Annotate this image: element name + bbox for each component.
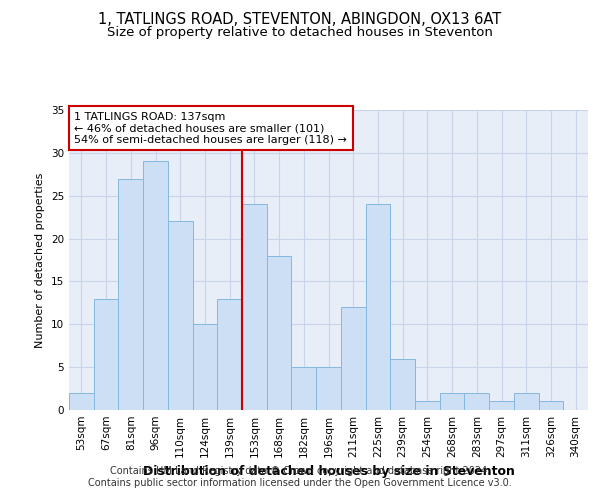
Bar — [292, 367, 316, 410]
Bar — [365, 204, 390, 410]
Bar — [267, 256, 292, 410]
X-axis label: Distribution of detached houses by size in Steventon: Distribution of detached houses by size … — [143, 466, 514, 478]
Bar — [464, 393, 489, 410]
Text: Size of property relative to detached houses in Steventon: Size of property relative to detached ho… — [107, 26, 493, 39]
Text: 1 TATLINGS ROAD: 137sqm
← 46% of detached houses are smaller (101)
54% of semi-d: 1 TATLINGS ROAD: 137sqm ← 46% of detache… — [74, 112, 347, 144]
Bar — [69, 393, 94, 410]
Bar — [168, 222, 193, 410]
Bar — [489, 402, 514, 410]
Bar — [217, 298, 242, 410]
Bar — [539, 402, 563, 410]
Bar — [316, 367, 341, 410]
Y-axis label: Number of detached properties: Number of detached properties — [35, 172, 46, 348]
Bar — [94, 298, 118, 410]
Bar — [390, 358, 415, 410]
Bar — [193, 324, 217, 410]
Text: 1, TATLINGS ROAD, STEVENTON, ABINGDON, OX13 6AT: 1, TATLINGS ROAD, STEVENTON, ABINGDON, O… — [98, 12, 502, 28]
Bar — [242, 204, 267, 410]
Bar — [440, 393, 464, 410]
Text: Contains HM Land Registry data © Crown copyright and database right 2024.
Contai: Contains HM Land Registry data © Crown c… — [88, 466, 512, 487]
Bar — [514, 393, 539, 410]
Bar — [415, 402, 440, 410]
Bar — [341, 307, 365, 410]
Bar — [118, 178, 143, 410]
Bar — [143, 162, 168, 410]
